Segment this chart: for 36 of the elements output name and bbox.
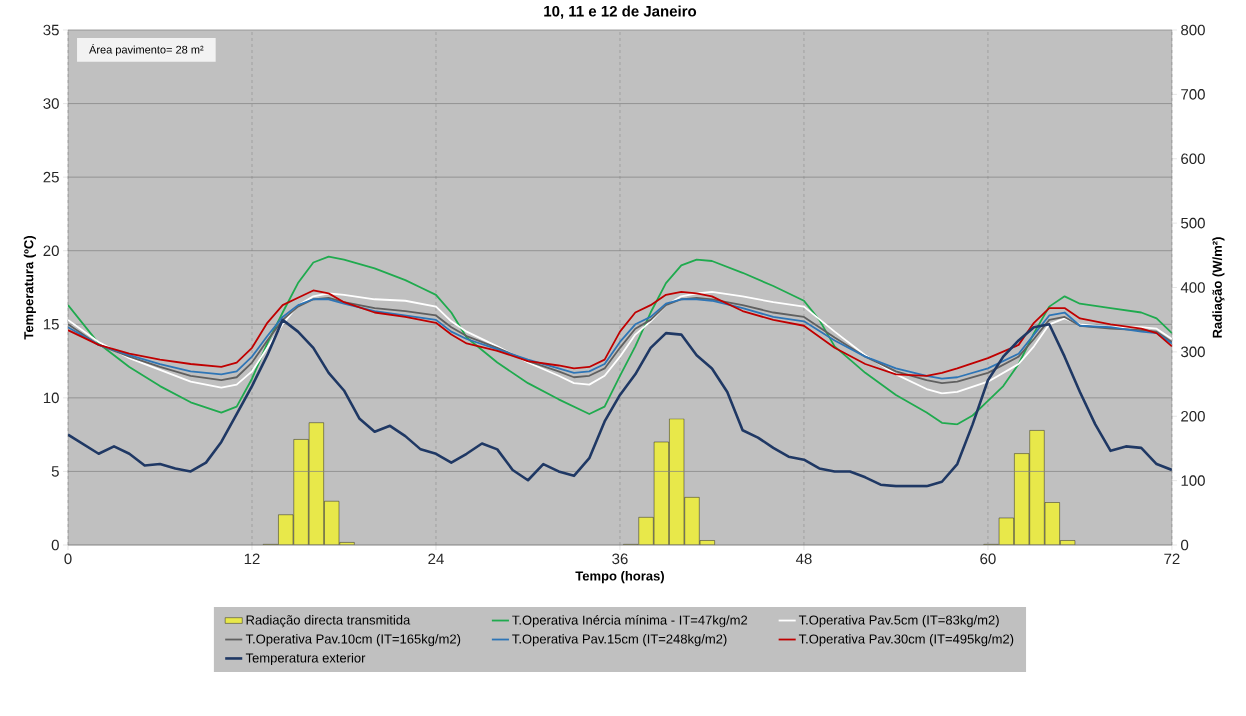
y-tick-label: 10 — [43, 392, 59, 404]
y2-axis-title: Radiação (W/m²) — [1212, 237, 1225, 338]
x-axis-title: Tempo (horas) — [575, 571, 664, 584]
y-tick-label: 20 — [43, 245, 59, 257]
y-tick-label: 15 — [43, 319, 59, 330]
legend-label: Radiação directa transmitida — [246, 615, 411, 628]
legend-label: Temperatura exterior — [245, 652, 366, 666]
y2-tick-label: 0 — [1181, 539, 1189, 551]
y2-tick-label: 400 — [1180, 282, 1205, 293]
y-tick-label: 35 — [43, 24, 59, 36]
legend-label: T.Operativa Pav.10cm (IT=165kg/m2) — [245, 634, 461, 647]
y-tick-label: 25 — [43, 171, 59, 183]
x-tick-label: 12 — [244, 553, 260, 565]
x-tick-label: 24 — [428, 553, 444, 565]
y2-tick-label: 300 — [1181, 346, 1205, 358]
y2-tick-label: 500 — [1181, 217, 1205, 229]
y2-tick-label: 200 — [1181, 410, 1205, 422]
x-tick-label: 60 — [980, 553, 996, 565]
legend-label: T.Operativa Pav.30cm (IT=495kg/m2) — [798, 634, 1014, 647]
legend-label: T.Operativa Pav.15cm (IT=248kg/m2) — [512, 634, 727, 647]
y2-tick-label: 800 — [1181, 24, 1205, 36]
chart-title: 10, 11 e 12 de Janeiro — [544, 5, 697, 19]
y2-tick-label: 600 — [1181, 153, 1205, 165]
y-axis-title: Temperatura (ºC) — [23, 236, 36, 340]
y-tick-label: 0 — [51, 539, 59, 551]
x-tick-label: 36 — [612, 553, 628, 565]
legend-label: T.Operativa Pav.5cm (IT=83kg/m2) — [798, 615, 999, 628]
y-tick-label: 5 — [51, 466, 59, 477]
y2-tick-label: 100 — [1181, 475, 1205, 486]
x-tick-label: 48 — [795, 553, 812, 565]
legend-label: T.Operativa Inércia mínima - IT=47kg/m2 — [512, 615, 748, 628]
annotation: Área pavimento= 28 m² — [89, 43, 204, 56]
y-tick-label: 30 — [43, 98, 59, 109]
x-tick-label: 0 — [64, 553, 72, 565]
x-tick-label: 72 — [1164, 553, 1180, 565]
y2-tick-label: 700 — [1181, 89, 1205, 100]
